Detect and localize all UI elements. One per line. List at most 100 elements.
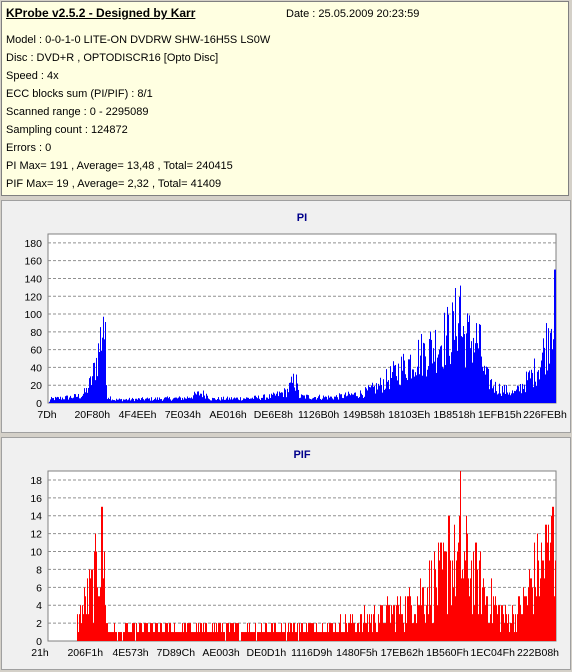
data-bar: [81, 623, 82, 641]
data-bar: [359, 632, 360, 641]
data-bar: [242, 632, 243, 641]
data-bar: [323, 395, 324, 403]
y-tick-label: 120: [24, 291, 42, 303]
x-tick-label: 226FEBh: [523, 409, 567, 421]
data-bar: [475, 542, 476, 641]
data-bar: [402, 614, 403, 641]
data-bar: [549, 560, 550, 641]
data-bar: [164, 632, 165, 641]
data-bar: [280, 632, 281, 641]
data-bar: [251, 398, 252, 403]
data-bar: [96, 357, 97, 403]
data-bar: [153, 399, 154, 403]
data-bar: [317, 398, 318, 403]
data-bar: [315, 632, 316, 641]
data-bar: [107, 623, 108, 641]
data-bar: [507, 392, 508, 403]
y-tick-label: 60: [30, 345, 42, 357]
data-bar: [58, 397, 59, 403]
data-bar: [479, 324, 480, 403]
data-bar: [92, 376, 93, 403]
data-bar: [236, 397, 237, 403]
info-pif-stats: PIF Max= 19 , Average= 2,32 , Total= 414…: [6, 178, 222, 190]
data-bar: [401, 356, 402, 403]
data-bar: [79, 614, 80, 641]
data-bar: [88, 387, 89, 403]
data-bar: [136, 623, 137, 641]
data-bar: [100, 327, 101, 403]
data-bar: [499, 605, 500, 641]
data-bar: [184, 397, 185, 403]
data-bar: [218, 397, 219, 403]
data-bar: [92, 569, 93, 641]
data-bar: [518, 596, 519, 641]
data-bar: [178, 397, 179, 403]
data-bar: [380, 605, 381, 641]
data-bar: [326, 396, 327, 403]
x-tick-label: 206F1h: [67, 647, 103, 659]
data-bar: [155, 623, 156, 641]
data-bar: [454, 524, 455, 641]
data-bar: [382, 392, 383, 403]
data-bar: [528, 372, 529, 403]
data-bar: [463, 326, 464, 403]
data-bar: [522, 614, 523, 641]
data-bar: [457, 350, 458, 403]
data-bar: [226, 623, 227, 641]
data-bar: [188, 398, 189, 403]
data-bar: [480, 324, 481, 403]
data-bar: [518, 386, 519, 403]
data-bar: [263, 394, 264, 403]
data-bar: [329, 397, 330, 403]
data-bar: [67, 395, 68, 403]
data-bar: [296, 374, 297, 403]
data-bar: [400, 385, 401, 403]
data-bar: [540, 367, 541, 403]
data-bar: [264, 394, 265, 403]
data-bar: [397, 596, 398, 641]
data-bar: [441, 542, 442, 641]
data-bar: [366, 388, 367, 403]
data-bar: [168, 632, 169, 641]
data-bar: [199, 632, 200, 641]
data-bar: [536, 385, 537, 403]
data-bar: [214, 623, 215, 641]
data-bar: [549, 363, 550, 403]
data-bar: [409, 359, 410, 403]
data-bar: [216, 400, 217, 403]
data-bar: [486, 366, 487, 403]
data-bar: [196, 623, 197, 641]
data-bar: [451, 352, 452, 403]
data-bar: [412, 369, 413, 403]
data-bar: [292, 382, 293, 403]
data-bar: [235, 398, 236, 403]
x-tick-label: AE003h: [202, 647, 240, 659]
data-bar: [511, 623, 512, 641]
data-bar: [87, 578, 88, 641]
data-bar: [242, 400, 243, 403]
x-tick-label: 20F80h: [74, 409, 110, 421]
data-bar: [167, 396, 168, 403]
data-bar: [555, 560, 556, 641]
data-bar: [283, 632, 284, 641]
y-tick-label: 18: [30, 475, 42, 487]
data-bar: [197, 391, 198, 403]
data-bar: [412, 623, 413, 641]
data-bar: [476, 542, 477, 641]
data-bar: [457, 551, 458, 641]
info-pi-stats: PI Max= 191 , Average= 13,48 , Total= 24…: [6, 160, 233, 172]
data-bar: [357, 396, 358, 403]
x-tick-label: 1126B0h: [298, 409, 339, 421]
data-bar: [72, 398, 73, 403]
data-bar: [80, 398, 81, 403]
data-bar: [332, 623, 333, 641]
data-bar: [533, 614, 534, 641]
data-bar: [544, 347, 545, 403]
data-bar: [541, 360, 542, 403]
data-bar: [448, 515, 449, 641]
data-bar: [343, 632, 344, 641]
data-bar: [220, 400, 221, 403]
chart-title: PIF: [293, 449, 310, 461]
data-bar: [308, 623, 309, 641]
data-bar: [269, 632, 270, 641]
